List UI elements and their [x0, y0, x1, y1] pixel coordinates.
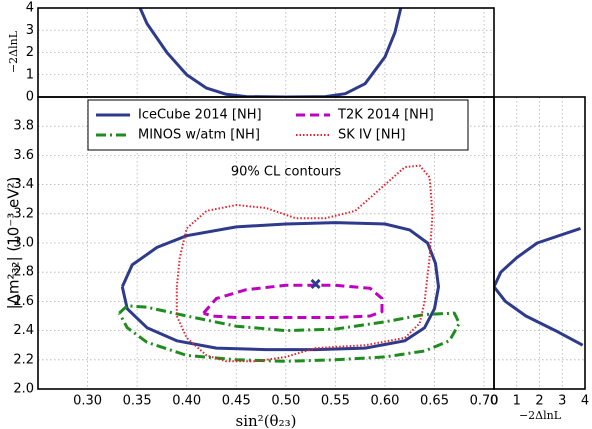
x-tick-label: 0.60 [370, 394, 399, 409]
y-tick-label: 3.0 [13, 236, 34, 251]
y-tick-label: 2.6 [13, 294, 34, 309]
annotation: 90% CL contours [231, 165, 341, 180]
contour-line [202, 283, 384, 319]
right-x-tick-label: 0 [490, 394, 498, 409]
x-tick-label: 0.45 [222, 394, 251, 409]
y-tick-label: 3.6 [13, 148, 34, 163]
right-x-tick-label: 3 [558, 394, 566, 409]
contours [117, 164, 461, 363]
x-tick-label: 0.30 [73, 394, 102, 409]
profile-line [494, 226, 584, 347]
right-x-tick-label: 1 [513, 394, 521, 409]
right-x-axis-label: −2ΔlnL [519, 409, 562, 422]
x-tick-label: 0.70 [470, 394, 499, 409]
y-tick-label: 2.2 [13, 352, 34, 367]
top-y-tick-label: 2 [26, 45, 34, 60]
legend-label: MINOS w/atm [NH] [138, 128, 260, 143]
legend: IceCube 2014 [NH] T2K 2014 [NH] MINOS w/at… [87, 99, 469, 151]
y-tick-label: 2.0 [13, 382, 34, 397]
y-tick-label: 2.4 [13, 323, 34, 338]
top-y-tick-label: 3 [26, 23, 34, 38]
x-tick-label: 0.35 [123, 394, 152, 409]
x-tick-label: 0.65 [420, 394, 449, 409]
plot-layer: 0.30 0.35 0.40 0.45 0.50 0.55 0.60 0.65 0.70 2.0 2… [13, 1, 589, 409]
x-tick-label: 0.50 [271, 394, 300, 409]
contour-line [120, 221, 440, 352]
legend-label: T2K 2014 [NH] [337, 108, 434, 123]
y-axis-label: |Δm²₃₂| (10⁻³ eV²) [5, 177, 23, 310]
axes-frame [37, 7, 495, 98]
legend-label: SK IV [NH] [338, 128, 405, 143]
contour-line [117, 304, 461, 363]
top-y-tick-label: 4 [26, 1, 34, 16]
y-tick-label: 2.8 [13, 265, 34, 280]
legend-label: IceCube 2014 [NH] [138, 108, 262, 123]
y-tick-label: 3.4 [13, 177, 34, 192]
top-y-tick-label: 0 [26, 90, 34, 105]
contour-line [175, 164, 434, 363]
right-profile [494, 226, 584, 347]
top-y-tick-label: 1 [26, 67, 34, 82]
x-tick-label: 0.40 [172, 394, 201, 409]
axes-frame [493, 96, 586, 390]
top-y-axis-label: −2ΔlnL [7, 30, 20, 73]
x-tick-label: 0.55 [321, 394, 350, 409]
y-tick-label: 3.2 [13, 206, 34, 221]
legend-box [87, 99, 469, 151]
right-x-tick-label: 4 [581, 394, 589, 409]
y-tick-label: 3.8 [13, 119, 34, 134]
x-axis-label: sin²(θ₂₃) [236, 412, 297, 429]
best-fit-marker [310, 278, 321, 289]
right-x-tick-label: 2 [535, 394, 543, 409]
